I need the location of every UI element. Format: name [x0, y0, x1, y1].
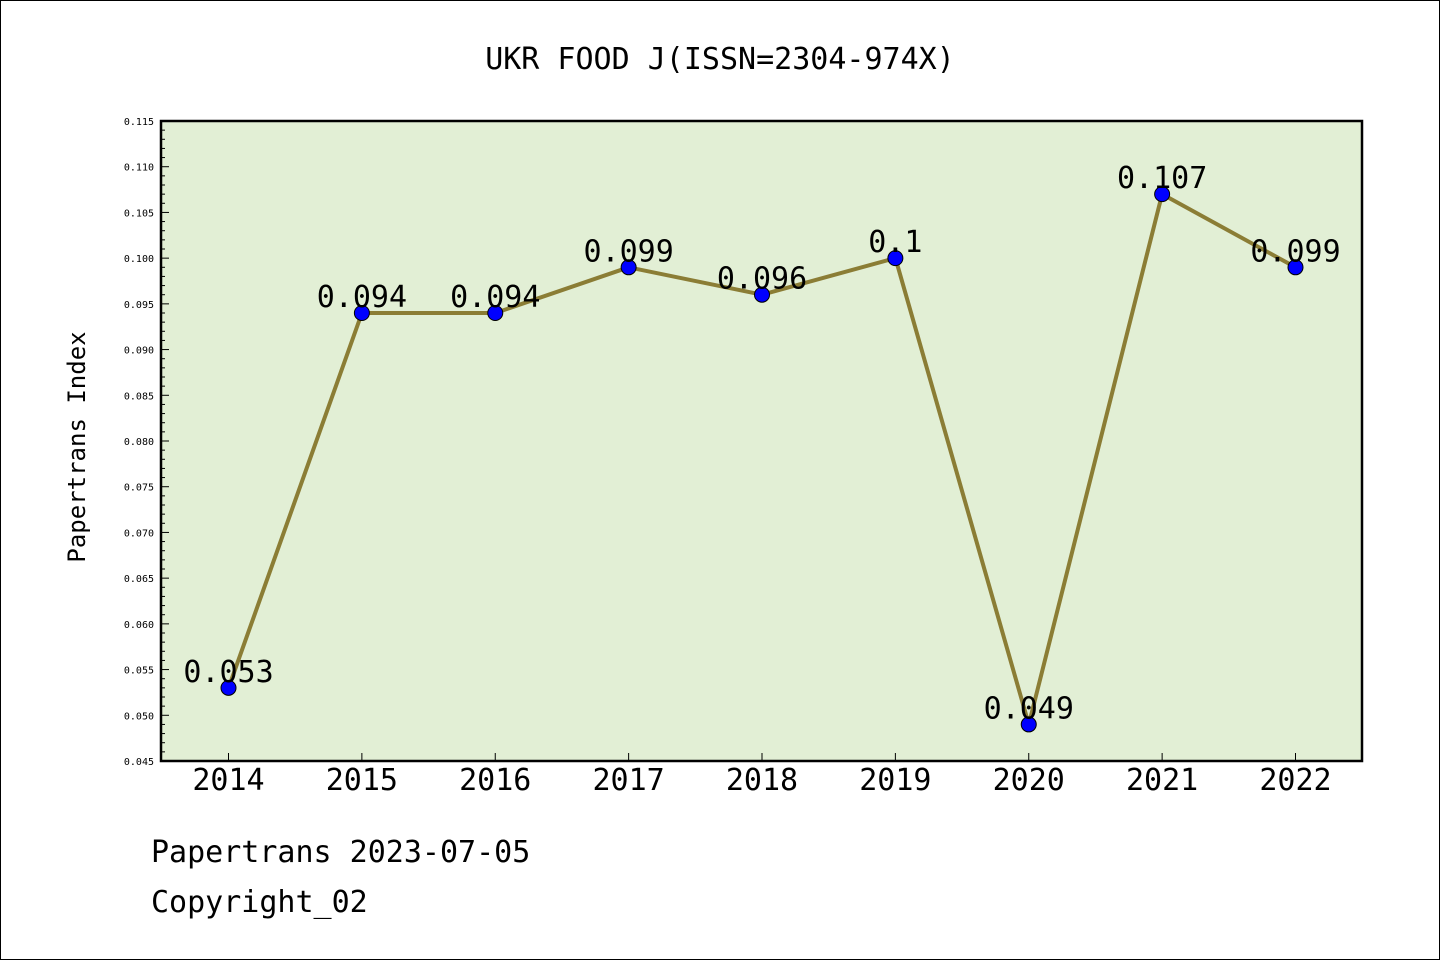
y-tick-label: 0.065	[124, 574, 154, 585]
data-point	[754, 286, 770, 303]
data-point	[1154, 186, 1171, 203]
data-label: 0.099	[1250, 234, 1340, 269]
data-label: 0.1	[868, 225, 922, 260]
data-point	[1020, 716, 1037, 733]
y-tick-label: 0.105	[124, 208, 154, 219]
data-points	[220, 186, 1304, 733]
x-tick-label: 2019	[859, 763, 931, 798]
data-label: 0.099	[583, 234, 673, 269]
data-label: 0.096	[717, 262, 807, 297]
y-tick-label: 0.075	[124, 483, 154, 494]
x-tick-label: 2015	[326, 763, 398, 798]
x-tick-label: 2014	[192, 763, 264, 798]
data-label: 0.049	[984, 691, 1074, 726]
data-point	[487, 305, 504, 321]
x-tick-label: 2022	[1259, 763, 1331, 798]
data-point	[887, 250, 904, 267]
x-tick-label: 2020	[993, 763, 1065, 798]
x-tick-label: 2016	[459, 763, 531, 798]
plot-area	[161, 121, 1362, 761]
y-tick-label: 0.045	[124, 757, 154, 768]
y-tick-label: 0.095	[124, 300, 154, 311]
y-tick-label: 0.110	[124, 163, 154, 174]
data-point	[620, 259, 637, 276]
x-tick-label: 2017	[593, 763, 665, 798]
y-tick-label: 0.055	[124, 666, 154, 677]
data-label: 0.094	[450, 280, 540, 315]
y-tick-label: 0.085	[124, 391, 154, 402]
x-tick-label: 2018	[726, 763, 798, 798]
data-point	[220, 679, 237, 696]
data-label: 0.107	[1117, 161, 1207, 196]
y-tick-label: 0.050	[124, 711, 154, 722]
y-tick-label: 0.115	[124, 117, 154, 128]
data-point	[353, 305, 370, 321]
y-tick-label: 0.080	[124, 437, 154, 448]
footer-date: Papertrans 2023-07-05	[151, 835, 531, 870]
data-label: 0.053	[183, 655, 273, 690]
y-tick-label: 0.060	[124, 620, 154, 631]
footer-copyright: Copyright_02	[151, 885, 368, 920]
data-label: 0.094	[317, 280, 407, 315]
y-tick-label: 0.090	[124, 346, 154, 357]
chart-title: UKR FOOD J(ISSN=2304-974X)	[485, 42, 955, 77]
y-tick-label: 0.070	[124, 528, 154, 539]
y-tick-label: 0.100	[124, 254, 154, 265]
y-axis-label: Papertrans Index	[63, 331, 91, 562]
x-axis: 2014 2015 2016 2017 2018 2019 2020 2021 2022	[192, 753, 1332, 798]
y-axis: 0.045 0.050 0.055 0.060 0.065 0.070 0.075 0.080…	[124, 117, 169, 768]
data-point	[1287, 259, 1304, 276]
plot-border	[159, 119, 1364, 763]
x-tick-label: 2021	[1126, 763, 1198, 798]
data-labels: 0.053 0.094 0.094 0.099 0.096 0.1 0.049 0.107 0.…	[183, 161, 1340, 726]
